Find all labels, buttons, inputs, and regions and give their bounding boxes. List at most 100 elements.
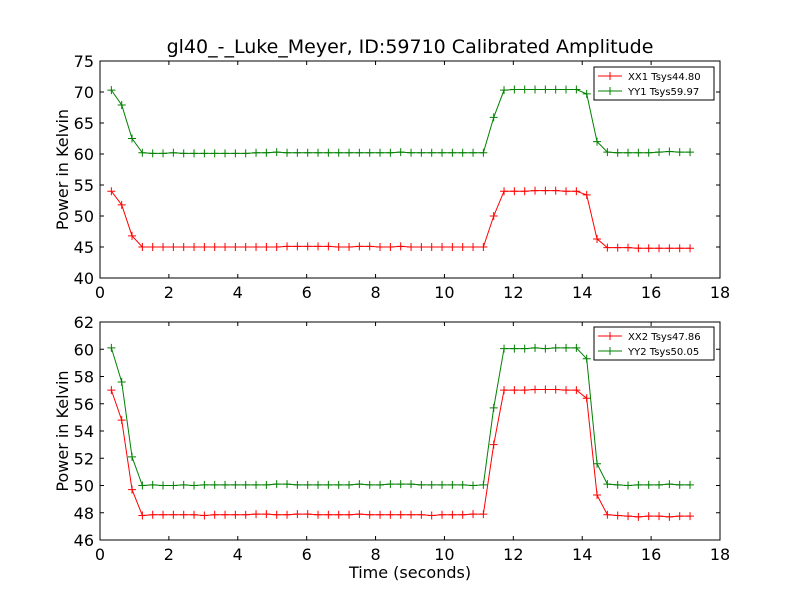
data-point (117, 200, 126, 209)
data-point (138, 148, 147, 157)
data-point (562, 343, 571, 352)
data-point (407, 243, 416, 251)
data-point (221, 480, 230, 489)
data-point (272, 480, 281, 489)
y-tick-label: 62 (74, 313, 94, 332)
legend-swatch-marker (606, 87, 614, 95)
data-point (582, 89, 591, 98)
y-axis-label: Power in Kelvin (53, 370, 72, 491)
legend-label: XX1 Tsys44.80 (628, 72, 701, 83)
data-point (169, 243, 178, 251)
data-point (644, 244, 653, 253)
data-point (438, 510, 447, 519)
data-point (562, 386, 571, 395)
data-point (293, 242, 302, 251)
data-point (241, 480, 250, 489)
series-1 (107, 385, 695, 521)
data-point (624, 148, 633, 157)
axes-frame (99, 60, 721, 279)
legend-box (593, 326, 715, 361)
data-point (159, 149, 168, 158)
x-tick-label: 10 (434, 283, 454, 302)
data-point (417, 510, 426, 519)
data-point (334, 148, 343, 157)
y-tick-label: 60 (74, 145, 94, 164)
legend-label: YY1 Tsys59.97 (627, 87, 699, 98)
data-point (427, 480, 436, 489)
data-point (438, 148, 447, 157)
y-tick-label: 58 (74, 368, 94, 387)
x-tick-label: 14 (572, 283, 592, 302)
data-point (686, 512, 695, 521)
data-point (334, 243, 343, 251)
data-point (365, 480, 374, 489)
data-point (489, 212, 498, 220)
data-point (613, 511, 622, 520)
data-point (169, 481, 178, 490)
data-point (334, 510, 343, 519)
data-point (303, 242, 312, 251)
data-point (655, 512, 664, 521)
y-tick-label: 54 (74, 422, 94, 441)
data-point (272, 243, 281, 251)
data-point (582, 394, 591, 403)
data-point (551, 343, 560, 352)
data-point (634, 512, 643, 521)
data-point (582, 354, 591, 363)
data-point (262, 243, 271, 251)
data-point (396, 480, 405, 489)
data-point (386, 148, 395, 157)
data-point (665, 244, 674, 253)
data-point (531, 85, 540, 94)
x-tick-label: 16 (641, 545, 661, 564)
data-point (252, 148, 261, 157)
data-point (458, 148, 467, 157)
data-point (179, 243, 188, 251)
data-point (593, 234, 602, 243)
y-tick-label: 52 (74, 449, 94, 468)
x-tick-label: 12 (503, 283, 523, 302)
y-tick-label: 55 (74, 176, 94, 195)
data-point (221, 149, 230, 158)
data-point (128, 452, 137, 461)
data-point (190, 243, 199, 251)
data-point (324, 510, 333, 519)
data-point (603, 243, 612, 252)
data-point (128, 134, 137, 143)
y-tick-label: 48 (74, 504, 94, 523)
x-tick-label: 16 (641, 283, 661, 302)
legend-swatch-marker (606, 72, 614, 80)
data-point (489, 403, 498, 412)
data-point (117, 377, 126, 386)
data-point (634, 148, 643, 157)
series-2 (107, 343, 695, 490)
series-line (110, 190, 691, 249)
data-point (148, 480, 157, 489)
data-point (262, 148, 271, 157)
data-point (500, 86, 509, 95)
data-point (655, 480, 664, 489)
data-point (541, 85, 550, 94)
data-point (221, 243, 230, 251)
data-point (655, 148, 664, 157)
data-point (675, 244, 684, 253)
data-point (179, 510, 188, 519)
data-point (489, 113, 498, 122)
data-point (469, 243, 478, 251)
x-tick-label: 18 (710, 283, 730, 302)
data-point (417, 148, 426, 157)
y-tick-label: 60 (74, 340, 94, 359)
data-point (386, 510, 395, 519)
data-point (686, 244, 695, 253)
data-point (148, 510, 157, 519)
y-tick-label: 40 (74, 269, 94, 288)
data-point (365, 510, 374, 519)
data-point (644, 512, 653, 521)
data-point (531, 385, 540, 394)
data-point (190, 481, 199, 490)
data-point (500, 187, 509, 196)
legend: XX1 Tsys44.80 YY1 Tsys59.97 (593, 66, 715, 101)
data-point (541, 186, 550, 195)
data-point (345, 480, 354, 489)
